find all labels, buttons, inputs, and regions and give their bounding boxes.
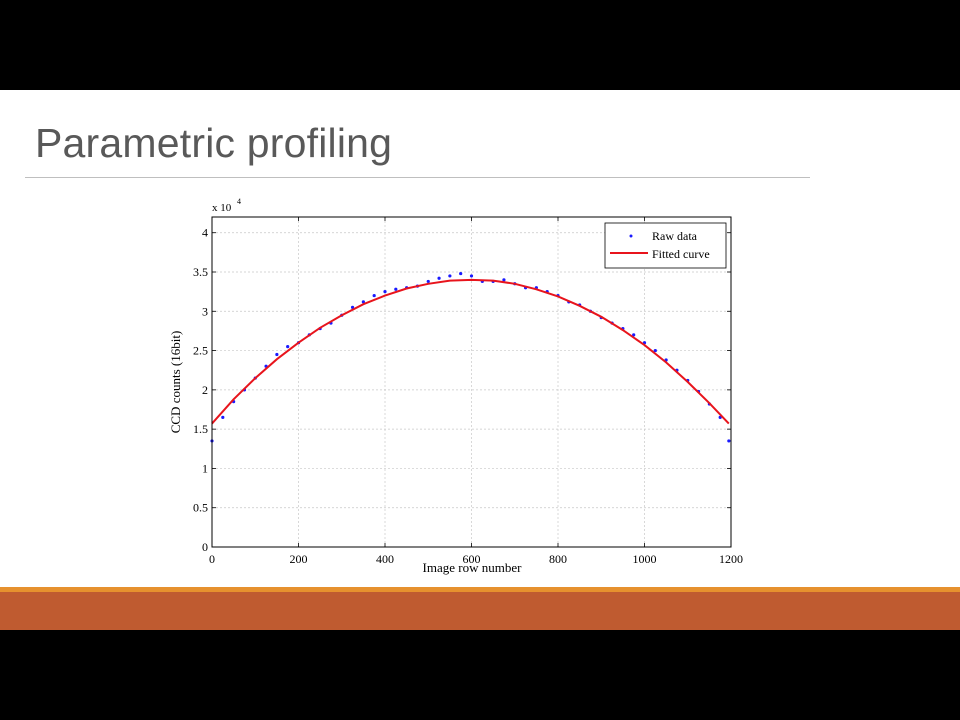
x-axis-label: Image row number <box>423 560 523 575</box>
raw-data-point <box>653 348 657 353</box>
raw-data-point <box>727 439 731 443</box>
legend-fit-label: Fitted curve <box>652 247 710 261</box>
legend-raw-label: Raw data <box>652 229 698 243</box>
x-tick-label: 400 <box>376 552 394 566</box>
x-tick-label: 800 <box>549 552 567 566</box>
y-tick-label: 3.5 <box>193 265 208 279</box>
raw-data-point <box>286 345 290 349</box>
raw-data-point <box>459 271 463 276</box>
raw-data-point <box>502 278 506 282</box>
footer-accent-line <box>0 587 960 592</box>
raw-data-point <box>221 415 225 419</box>
x-tick-label: 600 <box>463 552 481 566</box>
y-axis-label: CCD counts (16bit) <box>168 331 183 434</box>
y-tick-label: 3 <box>202 304 208 318</box>
footer-bar <box>0 592 960 630</box>
y-tick-label: 2.5 <box>193 344 208 358</box>
raw-data-point <box>275 352 279 357</box>
raw-data-point <box>632 333 636 337</box>
x-tick-label: 0 <box>209 552 215 566</box>
y-tick-label: 1 <box>202 461 208 475</box>
y-multiplier-label: x 10 <box>212 202 232 214</box>
y-tick-label: 1.5 <box>193 422 208 436</box>
parabola-chart: 0 200 400 600 800 1000 1200 00.511.522.533.54 … <box>168 197 743 575</box>
raw-data-point <box>469 274 474 278</box>
y-tick-label: 0.5 <box>193 501 208 515</box>
slide-title: Parametric profiling <box>35 120 393 166</box>
y-axis-ticks: 0 0.5 1 1.5 2 2.5 3 3.5 4 <box>193 226 731 554</box>
raw-data-point <box>448 274 452 278</box>
grid-lines <box>212 217 731 547</box>
raw-data-point <box>350 305 355 309</box>
legend-raw-marker <box>629 234 633 238</box>
slide: Parametric profiling 0 200 400 600 800 1000 12… <box>0 90 960 630</box>
y-tick-label: 4 <box>202 226 208 240</box>
x-tick-label: 200 <box>290 552 308 566</box>
x-axis-ticks: 0 200 400 600 800 1000 1200 <box>209 217 743 566</box>
y-multiplier-exponent: 4 <box>237 197 241 206</box>
title-divider <box>25 177 810 178</box>
raw-data-point <box>394 287 398 291</box>
raw-data-point <box>361 300 365 304</box>
y-tick-label: 0 <box>202 540 208 554</box>
raw-data-point <box>372 293 376 298</box>
x-tick-label: 1200 <box>719 552 743 566</box>
raw-data-point <box>426 279 430 284</box>
fitted-curve-line <box>211 278 730 425</box>
raw-data-point <box>437 276 441 280</box>
raw-data-point <box>383 290 387 294</box>
legend-box <box>604 222 727 269</box>
x-tick-label: 1000 <box>633 552 657 566</box>
y-tick-label: 2 <box>202 383 208 397</box>
legend: Raw data Fitted curve <box>604 222 727 269</box>
